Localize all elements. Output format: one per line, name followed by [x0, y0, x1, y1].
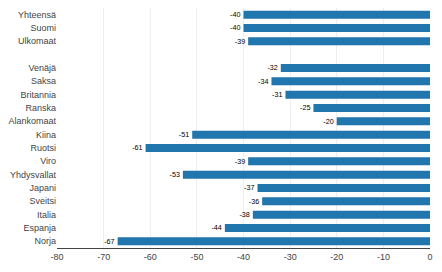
svg-text:Suomi: Suomi [30, 23, 56, 33]
svg-text:Ranska: Ranska [25, 103, 56, 113]
svg-text:-36: -36 [249, 197, 259, 206]
svg-text:-32: -32 [267, 63, 277, 72]
svg-text:Yhdysvallat: Yhdysvallat [10, 170, 57, 180]
svg-text:-31: -31 [272, 90, 282, 99]
svg-text:Kiina: Kiina [36, 130, 56, 140]
svg-text:-50: -50 [190, 252, 203, 262]
svg-text:Norja: Norja [34, 236, 56, 246]
svg-text:-40: -40 [237, 252, 250, 262]
svg-text:-39: -39 [235, 37, 245, 46]
svg-text:Saksa: Saksa [31, 76, 56, 86]
svg-text:-51: -51 [179, 130, 189, 139]
svg-text:-60: -60 [144, 252, 157, 262]
svg-text:-40: -40 [230, 23, 240, 32]
svg-text:-10: -10 [377, 252, 390, 262]
svg-text:Espanja: Espanja [23, 223, 56, 233]
svg-text:Japani: Japani [29, 183, 56, 193]
svg-text:-53: -53 [169, 170, 179, 179]
svg-text:Venäjä: Venäjä [28, 63, 56, 73]
svg-text:-44: -44 [211, 223, 221, 232]
svg-text:Italia: Italia [37, 210, 56, 220]
svg-text:-25: -25 [300, 103, 310, 112]
svg-text:-39: -39 [235, 157, 245, 166]
svg-text:-20: -20 [323, 117, 333, 126]
svg-text:-80: -80 [50, 252, 63, 262]
svg-text:Britannia: Britannia [20, 90, 56, 100]
svg-text:-37: -37 [244, 183, 254, 192]
svg-text:Yhteensä: Yhteensä [18, 10, 56, 20]
svg-text:Viro: Viro [40, 156, 56, 166]
svg-text:-38: -38 [239, 210, 249, 219]
svg-text:Sveitsi: Sveitsi [29, 196, 56, 206]
svg-text:-40: -40 [230, 10, 240, 19]
svg-text:Alankomaat: Alankomaat [8, 116, 56, 126]
svg-text:-70: -70 [97, 252, 110, 262]
svg-text:0: 0 [427, 252, 432, 262]
svg-text:-20: -20 [330, 252, 343, 262]
svg-text:Ulkomaat: Ulkomaat [18, 36, 57, 46]
svg-text:Ruotsi: Ruotsi [30, 143, 56, 153]
svg-text:-30: -30 [284, 252, 297, 262]
svg-text:-67: -67 [104, 237, 114, 246]
svg-text:-34: -34 [258, 77, 268, 86]
svg-text:-61: -61 [132, 143, 142, 152]
